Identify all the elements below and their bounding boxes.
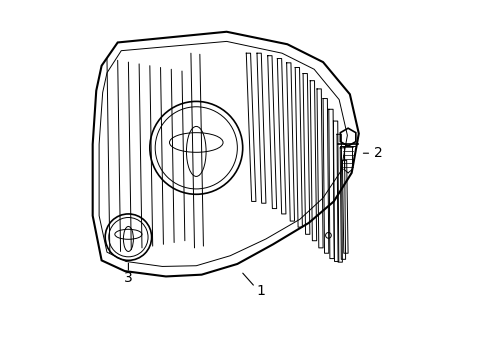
Text: 1: 1 bbox=[256, 284, 264, 298]
Text: 3: 3 bbox=[124, 271, 133, 285]
Text: 2: 2 bbox=[373, 146, 382, 160]
